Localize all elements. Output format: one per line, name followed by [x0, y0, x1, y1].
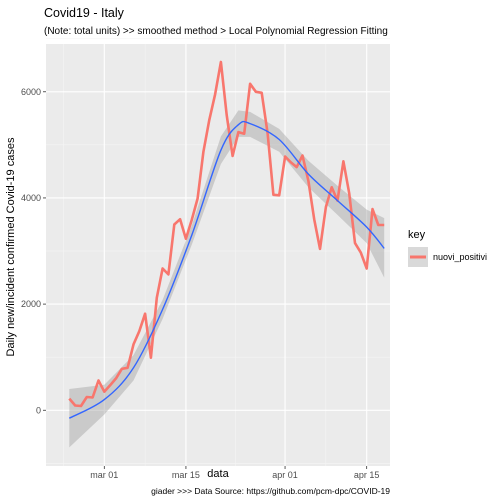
- series-lines: [68, 60, 385, 408]
- grid-lines: [46, 38, 390, 466]
- x-tick-label: apr 15: [354, 470, 380, 480]
- loess-smooth-line: [68, 120, 385, 419]
- x-tick-label: apr 01: [272, 470, 298, 480]
- y-tick-label: 6000: [21, 87, 41, 97]
- y-tick-label: 0: [36, 405, 41, 415]
- plot-panel: [46, 44, 390, 466]
- x-axis-label: data: [207, 468, 229, 480]
- y-axis-ticks: 0 2000 4000 6000: [21, 87, 46, 415]
- smooth-line: [68, 120, 385, 419]
- legend: key nuovi_positivi: [408, 229, 487, 267]
- caption: giader >>> Data Source: https://github.c…: [151, 486, 390, 496]
- series-line-nuovi_positivi: [68, 60, 385, 408]
- x-tick-label: mar 01: [90, 470, 118, 480]
- confidence-band-area: [69, 110, 385, 448]
- legend-title: key: [408, 229, 426, 241]
- legend-label: nuovi_positivi: [433, 252, 487, 262]
- x-tick-label: mar 15: [172, 470, 200, 480]
- y-tick-label: 4000: [21, 193, 41, 203]
- chart-title: Covid19 - Italy: [44, 6, 125, 20]
- x-axis-ticks: mar 01 mar 15 apr 01 apr 15: [90, 466, 379, 480]
- confidence-band: [69, 110, 385, 448]
- y-axis-label: Daily new/incident confirmed Covid-19 ca…: [5, 137, 17, 356]
- y-tick-label: 2000: [21, 299, 41, 309]
- chart-subtitle: (Note: total units) >> smoothed method >…: [44, 26, 388, 37]
